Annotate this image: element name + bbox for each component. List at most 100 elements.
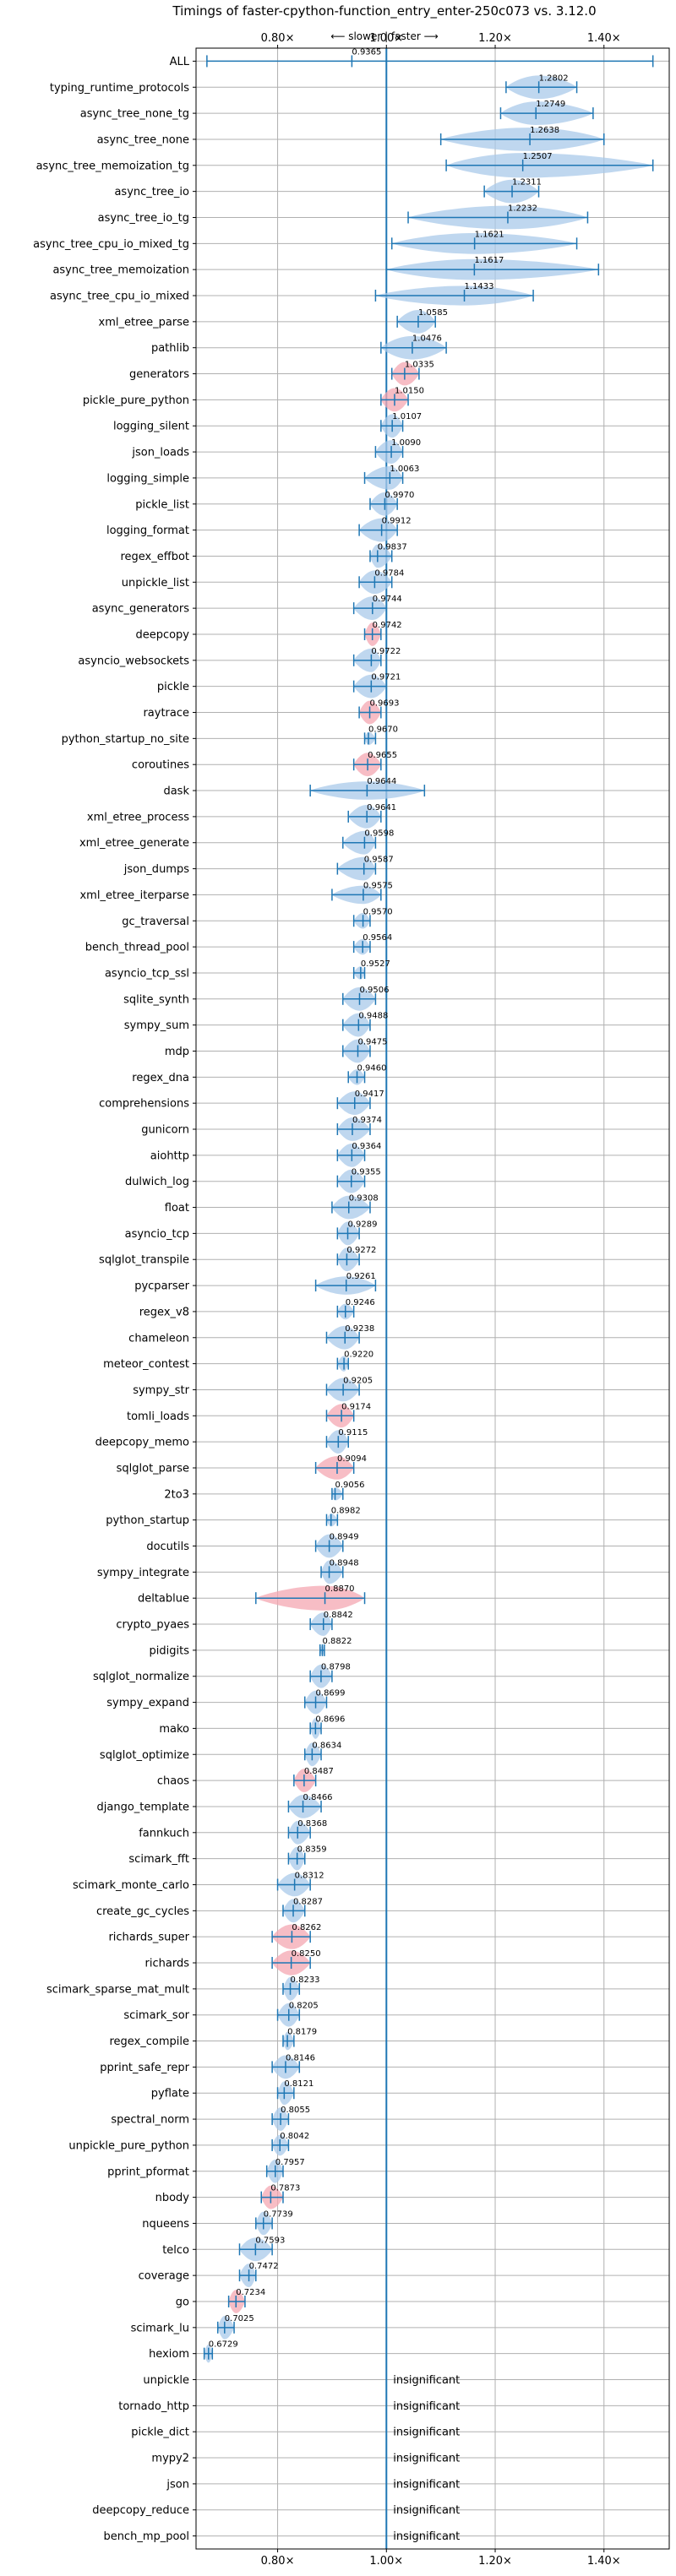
labels: 0.80× 0.80× 1.00× 1.00× 1.20× 1.20× 1.40× 1.40×… <box>33 32 621 2568</box>
mean-value-label: 1.0107 <box>392 412 422 421</box>
benchmark-label: docutils <box>146 1541 189 1553</box>
benchmark-label: pickle_pure_python <box>83 394 189 407</box>
mean-value-label: 0.8842 <box>324 1611 353 1620</box>
plot-frame <box>195 47 670 2550</box>
mean-value-label: 0.9488 <box>358 1012 388 1021</box>
mean-value-label: 0.9506 <box>359 986 389 995</box>
benchmark-label: typing_runtime_protocols <box>50 82 189 95</box>
mean-value-label: 0.9644 <box>367 777 396 786</box>
benchmark-label: bench_thread_pool <box>85 942 189 954</box>
mean-value-label: 0.8179 <box>287 2028 317 2037</box>
mean-value-label: 0.9261 <box>346 1272 376 1281</box>
mean-value-label: 0.9475 <box>357 1037 387 1046</box>
mean-value-label: 0.9056 <box>335 1481 365 1490</box>
mean-value-label: 1.1617 <box>474 256 504 265</box>
mean-value-label: 0.9289 <box>348 1220 378 1229</box>
mean-value-label: 0.8359 <box>297 1845 327 1855</box>
mean-value-label: 1.0476 <box>412 334 442 344</box>
mean-value-label: 0.8870 <box>325 1584 355 1594</box>
insignificant-label: insignificant <box>393 2453 460 2465</box>
mean-value-label: 0.8121 <box>284 2079 313 2089</box>
mean-value-label: 0.9744 <box>373 595 402 604</box>
mean-value-label: 0.9641 <box>367 803 396 812</box>
benchmark-label: pickle_dict <box>131 2427 189 2439</box>
benchmark-label: deepcopy_reduce <box>92 2504 189 2517</box>
benchmark-label: deepcopy_memo <box>95 1437 189 1449</box>
benchmark-label: async_tree_memoization_tg <box>36 160 189 172</box>
x-tick-label-bottom: 1.40× <box>587 2555 621 2568</box>
mean-value-label: 0.8042 <box>280 2132 309 2141</box>
mean-value-label: 0.9527 <box>361 959 390 969</box>
data-marks <box>203 48 654 2549</box>
mean-value-label: 0.9564 <box>363 933 392 943</box>
benchmark-label: chaos <box>157 1775 189 1788</box>
benchmark-label: mako <box>159 1723 189 1736</box>
benchmark-label: async_generators <box>92 603 190 616</box>
mean-value-label: 0.9205 <box>343 1376 373 1385</box>
benchmark-label: pidigits <box>150 1644 190 1657</box>
benchmark-label: spectral_norm <box>111 2114 189 2127</box>
x-tick-label-top: 1.00× <box>369 32 403 45</box>
benchmark-label: pickle_list <box>135 498 189 511</box>
benchmark-label: crypto_pyaes <box>116 1619 189 1632</box>
mean-value-label: 0.6729 <box>209 2340 238 2350</box>
benchmark-label: raytrace <box>143 707 189 720</box>
benchmark-label: deepcopy <box>135 628 189 641</box>
benchmark-label: bench_mp_pool <box>103 2530 189 2543</box>
benchmark-label: logging_simple <box>106 472 189 485</box>
mean-value-label: 0.9575 <box>363 881 393 890</box>
benchmark-label: sqlglot_optimize <box>100 1749 189 1762</box>
benchmark-label: 2to3 <box>164 1488 189 1501</box>
benchmark-label: async_tree_none_tg <box>80 108 189 121</box>
mean-value-label: 0.9970 <box>384 491 414 500</box>
benchmark-label: sympy_sum <box>124 1019 189 1032</box>
mean-value-label: 1.2507 <box>523 152 553 161</box>
mean-value-label: 0.8250 <box>292 1949 321 1959</box>
benchmark-label: pprint_pformat <box>107 2166 189 2178</box>
benchmark-label: json_dumps <box>123 863 189 876</box>
mean-value-label: 1.0335 <box>405 361 434 370</box>
benchmark-label: dask <box>163 785 189 798</box>
benchmark-label: json_loads <box>131 447 189 459</box>
x-tick-label-top: 0.80× <box>261 32 295 45</box>
mean-value-label: 0.7739 <box>264 2209 293 2219</box>
mean-value-label: 1.2802 <box>539 73 569 83</box>
benchmark-label: unpickle_list <box>122 577 189 590</box>
x-tick-label-top: 1.40× <box>587 32 621 45</box>
benchmark-label: gc_traversal <box>122 916 189 928</box>
mean-value-label: 0.7593 <box>255 2236 285 2245</box>
mean-value-label: 0.9374 <box>352 1116 382 1125</box>
benchmark-label: django_template <box>97 1801 189 1813</box>
benchmark-label: nqueens <box>142 2218 189 2231</box>
chart-title: Timings of faster-cpython-function_entry… <box>172 3 596 19</box>
benchmark-label: pycparser <box>134 1280 189 1293</box>
benchmark-label: pickle <box>157 681 189 693</box>
benchmark-label: tornado_http <box>118 2400 189 2413</box>
benchmark-label: fannkuch <box>139 1827 189 1840</box>
mean-value-label: 0.9355 <box>352 1168 381 1177</box>
mean-value-label: 0.9460 <box>357 1063 387 1073</box>
benchmark-label: scimark_sparse_mat_mult <box>46 1983 189 1996</box>
benchmark-label: create_gc_cycles <box>96 1905 189 1918</box>
benchmark-label: xml_etree_iterparse <box>79 889 189 902</box>
mean-value-label: 1.0090 <box>391 438 421 448</box>
benchmark-label: pyflate <box>151 2088 189 2100</box>
insignificant-label: insignificant <box>393 2374 460 2387</box>
mean-value-label: 1.2749 <box>536 100 565 109</box>
benchmark-label: xml_etree_generate <box>79 837 189 850</box>
benchmark-label: comprehensions <box>99 1098 189 1111</box>
mean-value-label: 0.9784 <box>374 568 404 578</box>
benchmark-label: regex_dna <box>132 1072 189 1084</box>
benchmark-label: pathlib <box>151 342 189 355</box>
benchmark-label: regex_effbot <box>120 551 189 563</box>
benchmark-label: unpickle <box>143 2374 189 2387</box>
mean-value-label: 0.9670 <box>368 725 398 734</box>
benchmark-label: meteor_contest <box>103 1358 189 1371</box>
mean-value-label: 0.8699 <box>316 1689 346 1698</box>
mean-value-label: 0.8146 <box>286 2053 315 2062</box>
mean-value-label: 0.9246 <box>346 1298 375 1307</box>
mean-value-label: 1.1621 <box>475 230 504 239</box>
mean-value-label: 1.1433 <box>465 282 494 291</box>
mean-value-label: 0.8634 <box>312 1741 341 1750</box>
benchmark-label: richards <box>145 1958 190 1970</box>
